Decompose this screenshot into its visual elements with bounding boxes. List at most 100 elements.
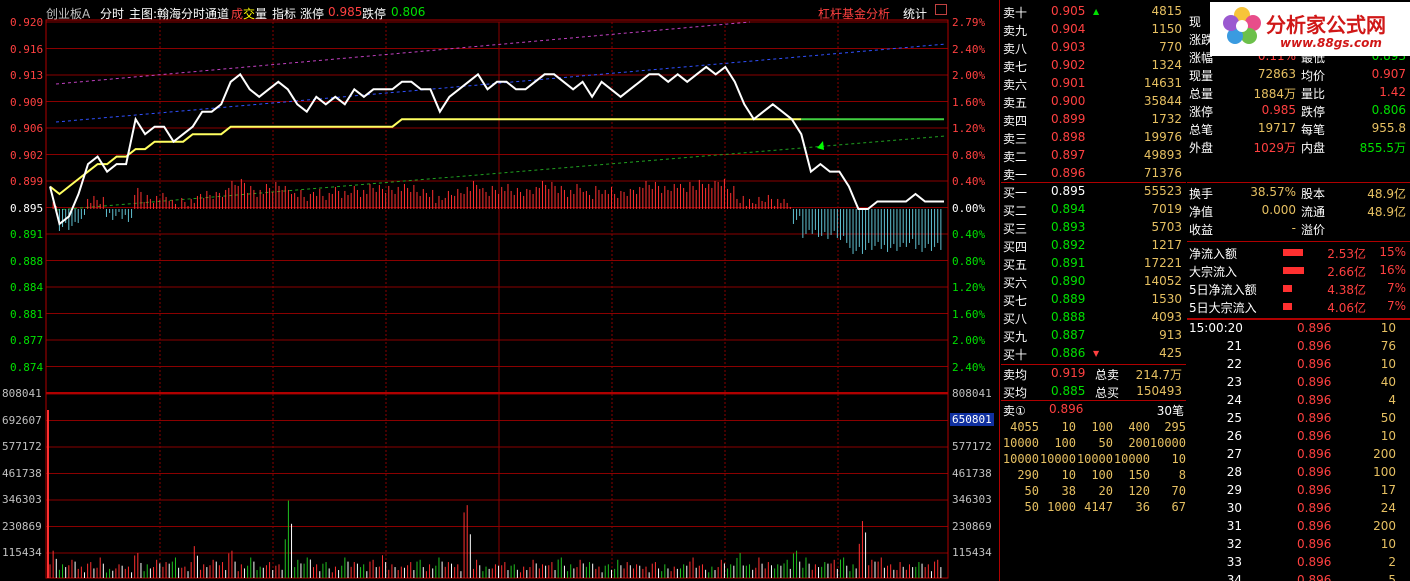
tick-time: 33: [1226, 555, 1242, 569]
price-axis-label: 0.877: [10, 334, 44, 347]
tick-volume: 40: [1380, 375, 1396, 389]
sell-level-row[interactable]: 卖一 0.896 71376: [1001, 165, 1186, 183]
tick-row[interactable]: 32 0.896 10: [1187, 536, 1410, 554]
level-volume: 425: [1159, 346, 1182, 360]
sell-level-row[interactable]: 卖三 0.898 19976: [1001, 129, 1186, 147]
book-separator: [1001, 364, 1186, 365]
queue-order: 100: [1091, 420, 1113, 434]
buy-level-row[interactable]: 买十 0.886 ▼ 425: [1001, 345, 1186, 363]
volume-label[interactable]: 成交量: [231, 5, 267, 22]
buy-level-row[interactable]: 买八 0.888 4093: [1001, 309, 1186, 327]
tick-price: 0.896: [1297, 555, 1332, 569]
tick-row[interactable]: 26 0.896 10: [1187, 428, 1410, 446]
sell-level-row[interactable]: 卖十 0.905 ▲ 4815: [1001, 3, 1186, 21]
tick-time: 22: [1226, 357, 1242, 371]
logo-url[interactable]: www.88gs.com: [1280, 36, 1382, 50]
book-separator: [1001, 182, 1186, 183]
sell-level-row[interactable]: 卖二 0.897 49893: [1001, 147, 1186, 165]
quote-label: 现: [1189, 15, 1202, 29]
fund-flow-bar: [1283, 285, 1292, 292]
level-volume: 770: [1159, 40, 1182, 54]
buy-level-row[interactable]: 买二 0.894 7019: [1001, 201, 1186, 219]
fund-flow-bar: [1283, 267, 1304, 274]
volume-axis-label: 230869: [2, 519, 42, 533]
level-volume: 17221: [1143, 256, 1182, 270]
queue-order: 295: [1164, 420, 1186, 434]
level-price: 0.891: [1051, 256, 1086, 270]
sell-level-row[interactable]: 卖六 0.901 14631: [1001, 75, 1186, 93]
stats-button[interactable]: 统计: [903, 7, 928, 21]
buy-level-row[interactable]: 买七 0.889 1530: [1001, 291, 1186, 309]
quote-label: 股本: [1301, 187, 1326, 201]
buy-level-row[interactable]: 买五 0.891 17221: [1001, 255, 1186, 273]
quote-row: 现: [1187, 12, 1410, 30]
pct-axis-label: 2.00%: [952, 69, 986, 82]
tick-row[interactable]: 15:00:20 0.896 10: [1187, 320, 1410, 338]
quote-value: 48.9亿: [1367, 205, 1406, 219]
pct-axis-label: 0.00%: [952, 201, 986, 215]
tick-volume: 10: [1380, 429, 1396, 443]
sell-level-row[interactable]: 卖七 0.902 1324: [1001, 57, 1186, 75]
level-label: 买一: [1003, 186, 1028, 200]
tab-intraday[interactable]: 分时: [100, 7, 125, 21]
sell-level-row[interactable]: 卖四 0.899 1732: [1001, 111, 1186, 129]
quote-label: 净值: [1189, 205, 1214, 219]
tick-row[interactable]: 24 0.896 4: [1187, 392, 1410, 410]
quote-value: 1884万: [1253, 87, 1296, 101]
avg-label: 卖均: [1003, 368, 1028, 382]
quote-separator: [1187, 182, 1410, 183]
tick-row[interactable]: 30 0.896 24: [1187, 500, 1410, 518]
buy-level-row[interactable]: 买六 0.890 14052: [1001, 273, 1186, 291]
tick-row[interactable]: 33 0.896 2: [1187, 554, 1410, 572]
fund-flow-pct: 7%: [1386, 281, 1406, 295]
quote-value: 72863: [1257, 67, 1296, 81]
quote-value: -: [1291, 221, 1296, 235]
window-restore-icon[interactable]: [935, 4, 947, 15]
limit-down-value: 0.806: [391, 5, 426, 19]
buy-level-row[interactable]: 买九 0.887 913: [1001, 327, 1186, 345]
queue-order: 10000: [1039, 452, 1076, 466]
sell-level-row[interactable]: 卖九 0.904 1150: [1001, 21, 1186, 39]
tick-row[interactable]: 34 0.896 5: [1187, 572, 1410, 581]
tick-time: 30: [1226, 501, 1242, 515]
buy-level-row[interactable]: 买一 0.895 55523: [1001, 183, 1186, 201]
indicator-button[interactable]: 指标: [272, 7, 297, 21]
quote-value: 1029万: [1253, 141, 1296, 155]
level-volume: 71376: [1143, 166, 1182, 180]
level-volume: 1150: [1151, 22, 1182, 36]
level-label: 买七: [1003, 294, 1028, 308]
level-label: 卖三: [1003, 132, 1028, 146]
fund-flow-value: 4.38亿: [1327, 283, 1366, 297]
quote-label: 流通: [1301, 205, 1326, 219]
tick-row[interactable]: 21 0.896 76: [1187, 338, 1410, 356]
sell-level-row[interactable]: 卖八 0.903 770: [1001, 39, 1186, 57]
price-line: [49, 65, 944, 226]
fund-flow-label: 净流入额: [1189, 247, 1238, 261]
tick-row[interactable]: 29 0.896 17: [1187, 482, 1410, 500]
level-volume: 19976: [1143, 130, 1182, 144]
tick-row[interactable]: 23 0.896 40: [1187, 374, 1410, 392]
buy-level-row[interactable]: 买三 0.893 5703: [1001, 219, 1186, 237]
quote-label: 每笔: [1301, 123, 1326, 137]
level-price: 0.905: [1051, 4, 1086, 18]
total-value: 214.7万: [1135, 368, 1182, 382]
sell-level-row[interactable]: 卖五 0.900 35844: [1001, 93, 1186, 111]
queue-order: 4055: [1010, 420, 1039, 434]
tick-row[interactable]: 25 0.896 50: [1187, 410, 1410, 428]
total-value: 150493: [1136, 384, 1182, 398]
tick-row[interactable]: 27 0.896 200: [1187, 446, 1410, 464]
main-indicator-label[interactable]: 主图:翰海分时通道: [129, 7, 230, 21]
avg-buy-row: 买均 0.885 总买 150493: [1001, 383, 1186, 401]
pct-axis-label: 1.20%: [952, 122, 986, 135]
avg-value: 0.919: [1051, 366, 1086, 380]
quote-label: 溢价: [1301, 223, 1326, 237]
leverage-fund-analysis-link[interactable]: 杠杆基金分析: [818, 7, 891, 21]
queue-order: 10000: [1002, 452, 1039, 466]
buy-level-row[interactable]: 买四 0.892 1217: [1001, 237, 1186, 255]
tick-row[interactable]: 31 0.896 200: [1187, 518, 1410, 536]
queue-order: 290: [1017, 468, 1039, 482]
queue-order: 200: [1128, 436, 1150, 450]
market-name[interactable]: 创业板A: [46, 7, 91, 21]
tick-row[interactable]: 22 0.896 10: [1187, 356, 1410, 374]
tick-row[interactable]: 28 0.896 100: [1187, 464, 1410, 482]
